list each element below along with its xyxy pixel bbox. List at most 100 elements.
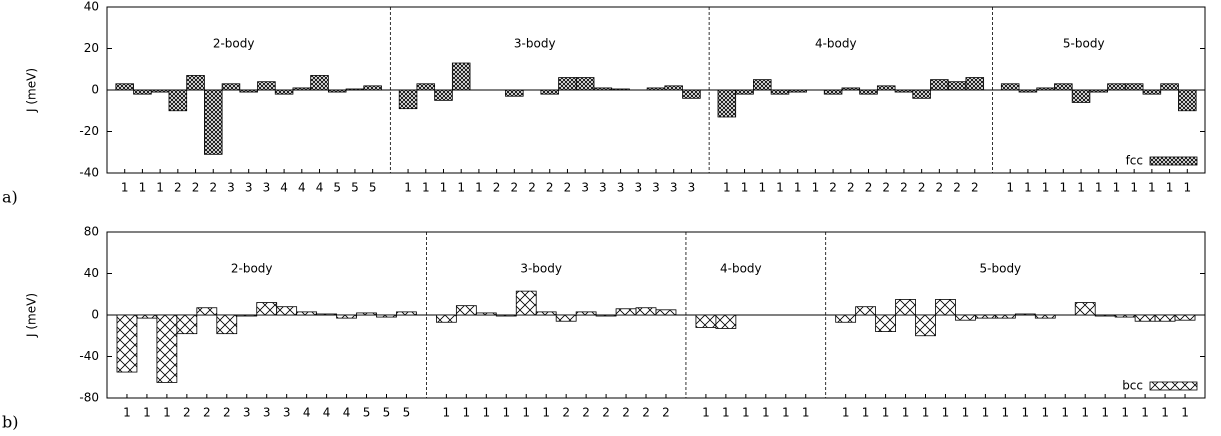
x-tick-label: 1 — [782, 406, 790, 420]
x-tick-label: 1 — [1060, 181, 1068, 195]
bar — [276, 306, 298, 316]
bar — [615, 308, 637, 316]
x-tick-label: 5 — [403, 406, 411, 420]
x-tick-label: 1 — [542, 406, 550, 420]
x-tick-label: 1 — [1113, 181, 1121, 195]
x-tick-label: 1 — [1006, 181, 1014, 195]
y-tick-label: -80 — [79, 391, 99, 405]
x-tick-label: 1 — [922, 406, 930, 420]
bar — [915, 314, 936, 337]
x-tick-label: 1 — [1141, 406, 1149, 420]
bar — [841, 87, 861, 91]
x-tick-label: 1 — [1095, 181, 1103, 195]
bar — [935, 299, 956, 316]
bar — [345, 88, 365, 91]
bar — [196, 307, 218, 316]
x-tick-label: 3 — [283, 406, 291, 420]
bar — [876, 85, 896, 91]
bar — [398, 89, 418, 110]
y-tick-label: 0 — [91, 83, 99, 97]
group-label: 3-body — [514, 37, 556, 51]
bar — [535, 311, 557, 316]
bar — [115, 83, 134, 91]
bar — [156, 314, 178, 383]
bar — [1154, 314, 1176, 322]
x-tick-label: 4 — [323, 406, 331, 420]
bar — [176, 314, 198, 335]
bar — [555, 314, 577, 322]
bar — [236, 314, 258, 317]
bar — [310, 75, 329, 91]
x-tick-label: 2 — [511, 181, 519, 195]
y-axis-label: J (meV) — [25, 293, 39, 338]
bar — [204, 89, 223, 155]
bar — [646, 87, 666, 91]
y-tick-label: 0 — [91, 308, 99, 322]
x-tick-label: 3 — [243, 406, 251, 420]
bar — [1107, 83, 1126, 91]
bar — [1174, 314, 1196, 321]
bar — [1094, 314, 1116, 317]
bar — [116, 314, 138, 373]
x-tick-label: 2 — [882, 181, 890, 195]
bar — [256, 302, 278, 316]
x-tick-label: 2 — [622, 406, 630, 420]
x-tick-label: 1 — [156, 181, 164, 195]
x-tick-label: 2 — [223, 406, 231, 420]
bar — [1014, 313, 1036, 316]
x-tick-label: 2 — [829, 181, 837, 195]
group-label: 2-body — [231, 262, 273, 276]
x-tick-label: 1 — [762, 406, 770, 420]
x-tick-label: 2 — [865, 181, 873, 195]
x-tick-label: 3 — [227, 181, 235, 195]
bar — [1054, 83, 1073, 91]
x-tick-label: 1 — [794, 181, 802, 195]
panel-label: a) — [2, 188, 18, 207]
bar — [356, 312, 377, 316]
y-tick-label: -40 — [79, 166, 99, 180]
x-tick-label: 2 — [174, 181, 182, 195]
bar — [611, 88, 630, 91]
x-tick-label: 1 — [143, 406, 151, 420]
group-label: 2-body — [213, 37, 255, 51]
bar — [1018, 89, 1038, 93]
bar — [1000, 83, 1020, 91]
x-tick-label: 1 — [1022, 406, 1030, 420]
bar — [894, 89, 914, 93]
bar — [823, 89, 843, 95]
x-tick-label: 1 — [723, 181, 731, 195]
bar — [715, 314, 737, 329]
bar — [682, 89, 701, 99]
x-tick-label: 1 — [1101, 406, 1109, 420]
bar — [635, 307, 657, 316]
bar — [1089, 89, 1108, 93]
x-tick-label: 1 — [121, 181, 129, 195]
x-tick-label: 1 — [1042, 181, 1050, 195]
group-label: 5-body — [980, 262, 1022, 276]
x-tick-label: 5 — [333, 181, 341, 195]
x-tick-label: 4 — [343, 406, 351, 420]
x-tick-label: 2 — [203, 406, 211, 420]
bar — [451, 62, 471, 91]
x-tick-label: 1 — [1024, 181, 1032, 195]
x-tick-label: 2 — [183, 406, 191, 420]
bar — [376, 314, 397, 318]
x-tick-label: 1 — [722, 406, 730, 420]
x-tick-label: 1 — [482, 406, 490, 420]
bar — [1134, 314, 1156, 322]
x-tick-label: 1 — [741, 181, 749, 195]
bar — [895, 299, 916, 316]
x-tick-label: 2 — [662, 406, 670, 420]
x-tick-label: 1 — [1081, 406, 1089, 420]
x-tick-label: 1 — [802, 406, 810, 420]
x-tick-label: 3 — [599, 181, 607, 195]
x-tick-label: 4 — [303, 406, 311, 420]
bar — [505, 89, 524, 97]
x-tick-label: 1 — [1121, 406, 1129, 420]
bar — [975, 314, 996, 319]
bar — [274, 89, 294, 95]
bar — [1124, 83, 1144, 91]
x-tick-label: 1 — [1061, 406, 1069, 420]
x-tick-label: 1 — [440, 181, 448, 195]
bar — [1036, 87, 1055, 91]
